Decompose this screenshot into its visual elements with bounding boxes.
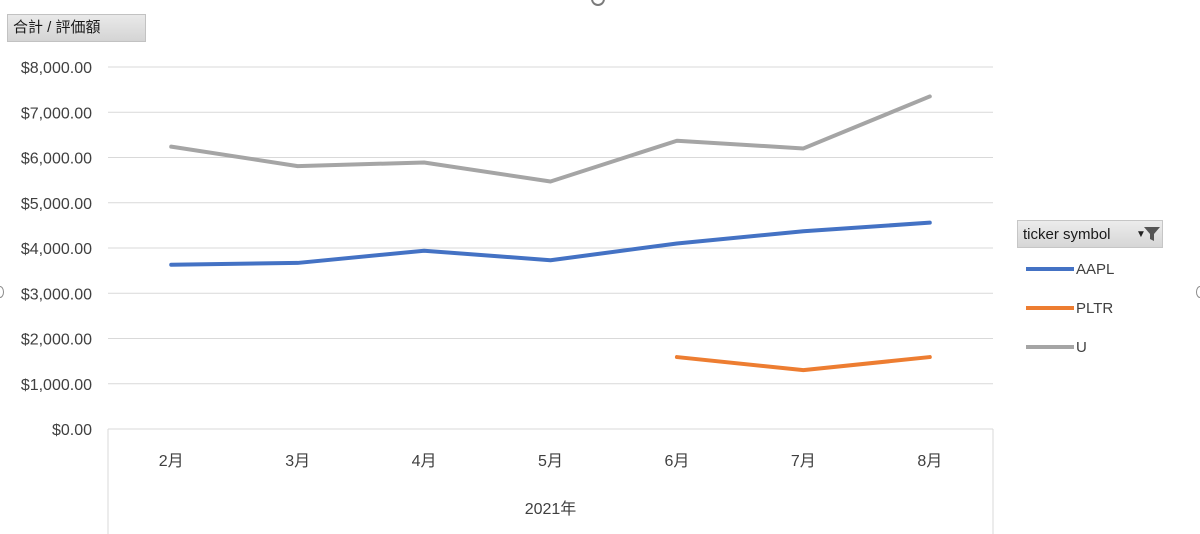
legend-swatch	[1026, 306, 1074, 310]
legend-title: ticker symbol	[1023, 226, 1111, 243]
x-tick-label: 7月	[791, 453, 816, 470]
legend-item-pltr: PLTR	[1026, 298, 1113, 318]
y-tick-label: $1,000.00	[21, 377, 92, 394]
y-tick-label: $4,000.00	[21, 241, 92, 258]
y-tick-label: $7,000.00	[21, 105, 92, 122]
y-tick-label: $8,000.00	[21, 60, 92, 77]
x-group-label: 2021年	[525, 500, 577, 518]
x-tick-label: 4月	[412, 453, 437, 470]
y-tick-label: $3,000.00	[21, 286, 92, 303]
y-tick-label: $0.00	[52, 422, 92, 439]
chart-resize-handle-right[interactable]	[1196, 286, 1200, 298]
legend-item-u: U	[1026, 337, 1087, 357]
series-line-pltr	[674, 355, 932, 373]
legend-item-aapl: AAPL	[1026, 259, 1114, 279]
y-tick-label: $5,000.00	[21, 196, 92, 213]
x-tick-label: 8月	[917, 453, 942, 470]
legend-label: PLTR	[1076, 299, 1114, 317]
y-tick-label: $2,000.00	[21, 332, 92, 349]
legend-label: AAPL	[1076, 260, 1115, 278]
y-tick-label: $6,000.00	[21, 151, 92, 168]
legend-label: U	[1076, 338, 1087, 356]
dropdown-arrow-icon[interactable]: ▼	[1136, 229, 1146, 240]
filter-icon[interactable]	[1143, 225, 1161, 243]
legend-field-button[interactable]: ticker symbol ▼	[1017, 220, 1163, 248]
legend-swatch	[1026, 267, 1074, 271]
series-line-aapl	[169, 220, 932, 267]
x-tick-label: 5月	[538, 453, 563, 470]
x-tick-label: 2月	[159, 453, 184, 470]
value-field-button[interactable]: 合計 / 評価額	[7, 14, 146, 42]
x-tick-label: 6月	[664, 453, 689, 470]
legend-swatch	[1026, 345, 1074, 349]
x-tick-label: 3月	[285, 453, 310, 470]
series-line-u	[169, 94, 932, 184]
